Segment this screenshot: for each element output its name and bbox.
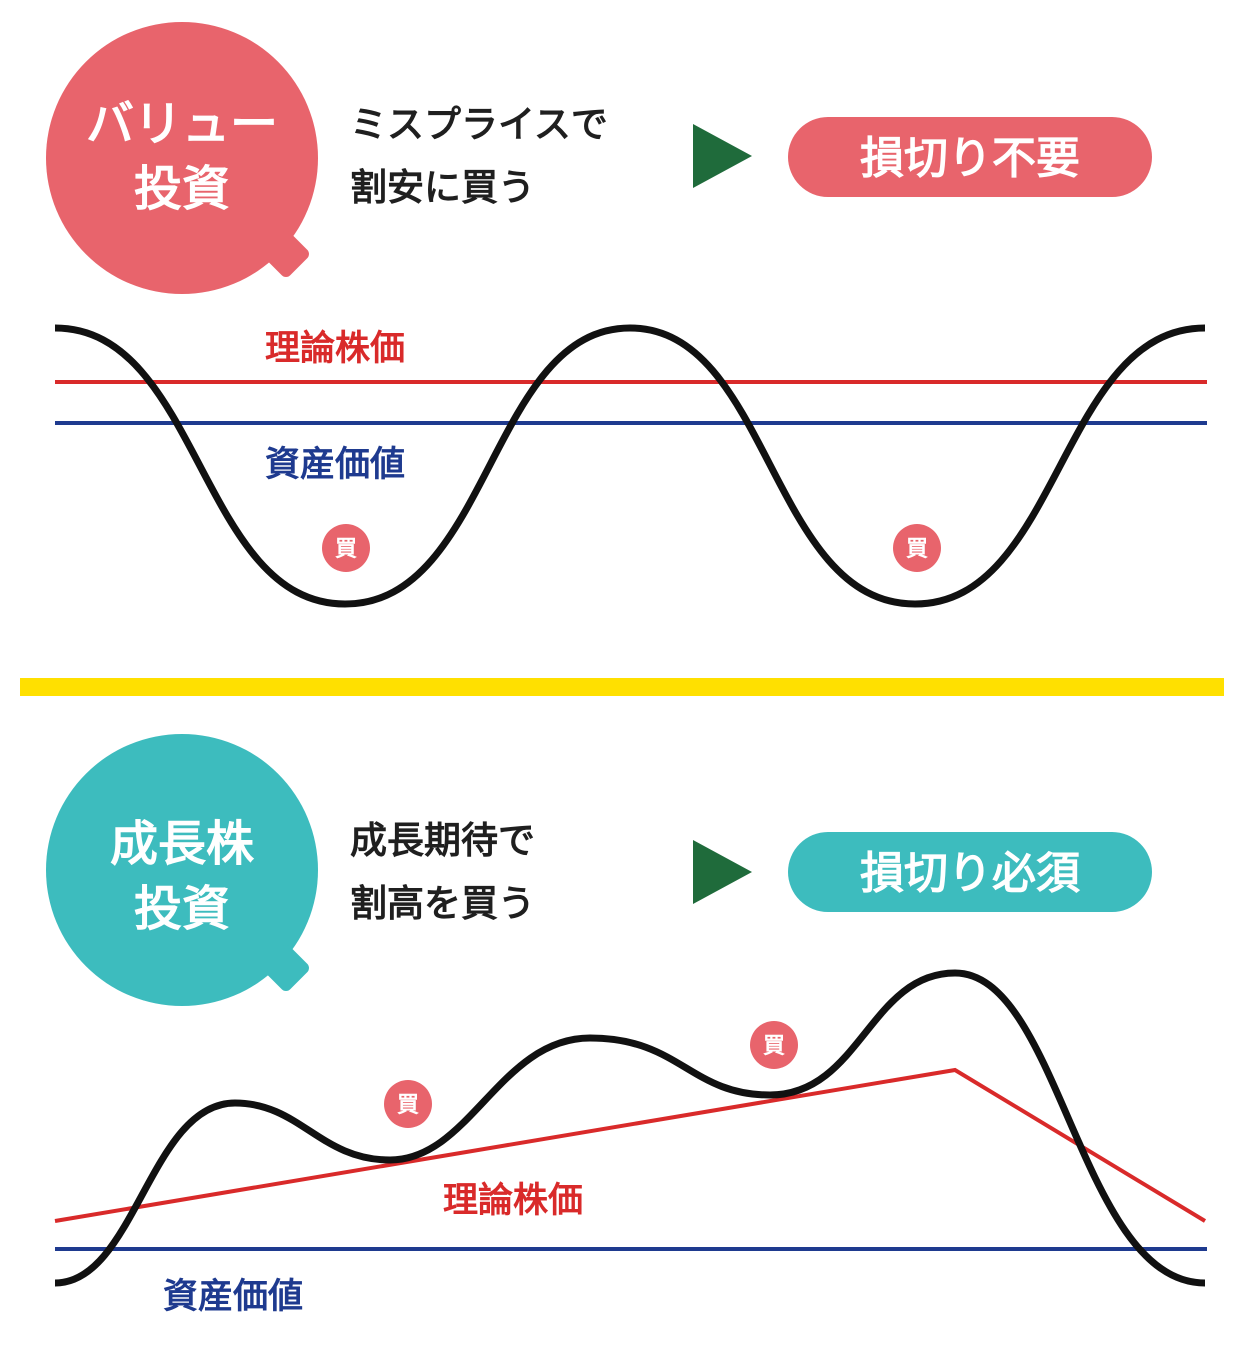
value-buy-badge-2: 買 xyxy=(893,524,941,572)
growth-buy-mark-2: 買 xyxy=(763,1034,785,1059)
value-desc-line1: ミスプライスで xyxy=(350,103,608,146)
growth-buy-badge-1: 買 xyxy=(384,1080,432,1128)
value-asset-label: 資産価値 xyxy=(265,445,405,485)
value-buy-mark-1: 買 xyxy=(335,537,357,562)
growth-result-pill xyxy=(788,832,1152,912)
growth-asset-label: 資産価値 xyxy=(163,1277,303,1317)
growth-bubble-line1: 成長株 xyxy=(110,816,255,872)
value-investing-panel: バリュー 投資 ミスプライスで 割安に買う 損切り不要 理論株価 資産価値 買 … xyxy=(46,22,1207,608)
growth-buy-mark-1: 買 xyxy=(397,1093,419,1118)
value-bubble: バリュー 投資 xyxy=(46,22,318,294)
growth-result-text: 損切り必須 xyxy=(860,848,1081,899)
value-buy-badge-1: 買 xyxy=(322,524,370,572)
growth-chart: 理論株価 資産価値 買 買 xyxy=(54,969,1207,1317)
growth-desc-line2: 割高を買う xyxy=(350,882,535,925)
growth-theoretical-label: 理論株価 xyxy=(443,1180,583,1221)
value-result-pill xyxy=(788,117,1152,197)
value-buy-mark-2: 買 xyxy=(906,537,928,562)
growth-bubble-line2: 投資 xyxy=(134,881,230,937)
growth-arrow-icon xyxy=(693,840,752,904)
growth-price-curve xyxy=(54,969,1206,1287)
value-bubble-line1: バリュー xyxy=(86,96,278,152)
growth-buy-badge-2: 買 xyxy=(750,1021,798,1069)
section-divider xyxy=(20,678,1224,696)
value-result-text: 損切り不要 xyxy=(860,133,1080,184)
growth-investing-panel: 成長株 投資 成長期待で 割高を買う 損切り必須 理論株価 資産価値 買 買 xyxy=(46,734,1207,1317)
value-bubble-line2: 投資 xyxy=(134,161,230,217)
growth-theoretical-line xyxy=(54,1067,1207,1223)
value-arrow-icon xyxy=(693,124,752,188)
value-desc-line2: 割安に買う xyxy=(350,166,535,209)
growth-desc-line1: 成長期待で xyxy=(350,819,535,862)
value-theoretical-label: 理論株価 xyxy=(265,328,405,369)
growth-bubble: 成長株 投資 xyxy=(46,734,318,1006)
value-price-curve xyxy=(54,324,1206,608)
value-chart: 理論株価 資産価値 買 買 xyxy=(54,324,1207,608)
